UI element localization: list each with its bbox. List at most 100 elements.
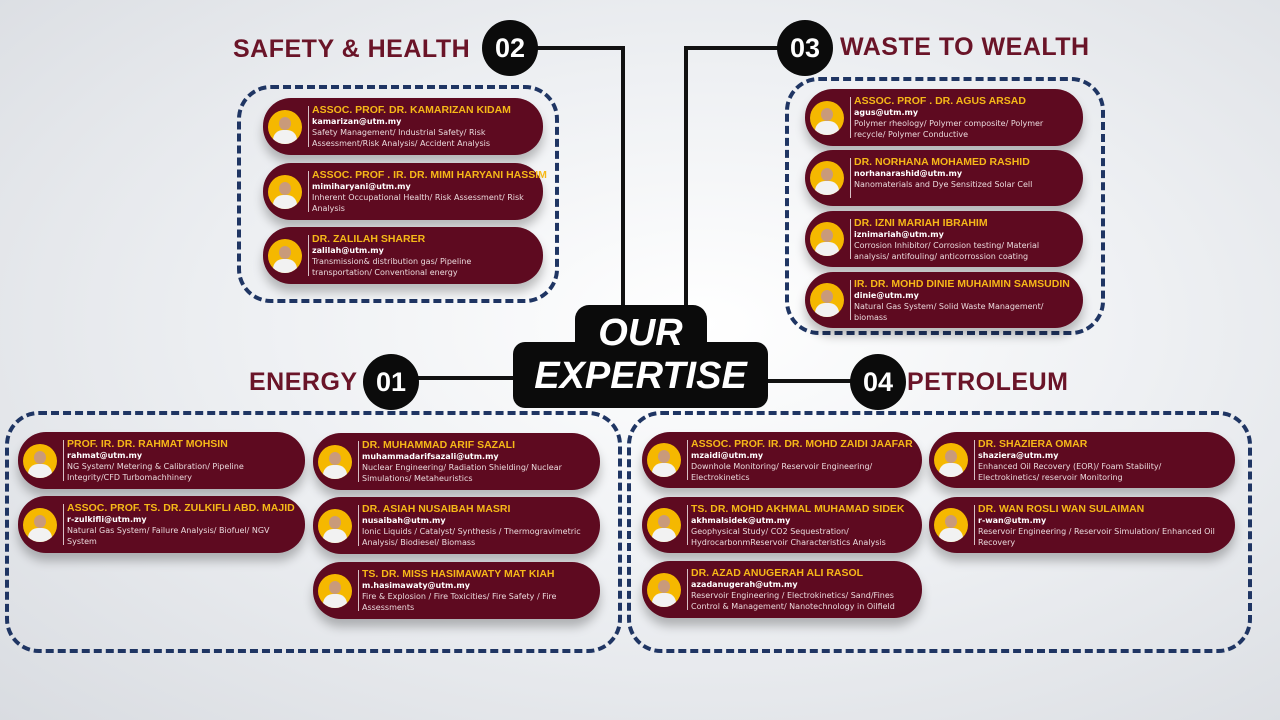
section-number-02: 02 <box>482 20 538 76</box>
avatar-body <box>28 463 52 478</box>
avatar <box>268 109 302 144</box>
avatar <box>810 283 844 317</box>
member-info: ASSOC. PROF . IR. DR. MIMI HARYANI HASSI… <box>312 169 547 214</box>
member-info: TS. DR. MISS HASIMAWATY MAT KIAH m.hasim… <box>362 568 590 613</box>
connector-03 <box>684 46 784 50</box>
member-email[interactable]: kamarizan@utm.my <box>312 117 402 126</box>
member-name: TS. DR. MOHD AKHMAL MUHAMAD SIDEK <box>691 503 905 515</box>
member-email[interactable]: nusaibah@utm.my <box>362 516 446 525</box>
member-email[interactable]: zalilah@utm.my <box>312 246 384 255</box>
member-name: TS. DR. MISS HASIMAWATY MAT KIAH <box>362 568 555 580</box>
member-card: ASSOC. PROF. TS. DR. ZULKIFLI ABD. MAJID… <box>18 496 305 553</box>
avatar-head <box>658 515 670 528</box>
avatar-head <box>34 514 46 528</box>
member-card: DR. IZNI MARIAH IBRAHIM iznimariah@utm.m… <box>805 211 1083 267</box>
divider <box>850 158 851 198</box>
member-email[interactable]: dinie@utm.my <box>854 291 919 300</box>
avatar-body <box>652 592 676 607</box>
member-name: IR. DR. MOHD DINIE MUHAIMIN SAMSUDIN <box>854 278 1070 290</box>
avatar <box>934 443 968 477</box>
member-expertise: Transmission& distribution gas/ Pipeline… <box>312 257 472 277</box>
avatar-body <box>652 528 676 542</box>
avatar-body <box>815 242 839 256</box>
section-number-04: 04 <box>850 354 906 410</box>
avatar <box>318 508 352 543</box>
divider <box>63 504 64 545</box>
connector-02 <box>530 46 625 50</box>
member-expertise: Ionic Liquids / Catalyst/ Synthesis / Th… <box>362 527 581 547</box>
member-email[interactable]: shaziera@utm.my <box>978 451 1059 460</box>
divider <box>850 280 851 320</box>
member-card: PROF. IR. DR. RAHMAT MOHSIN rahmat@utm.m… <box>18 432 305 489</box>
member-info: DR. ZALILAH SHARER zalilah@utm.my Transm… <box>312 233 533 278</box>
divider <box>358 441 359 482</box>
member-expertise: Natural Gas System/ Solid Waste Manageme… <box>854 302 1044 322</box>
member-email[interactable]: m.hasimawaty@utm.my <box>362 581 470 590</box>
connector-04 <box>760 379 860 383</box>
member-name: ASSOC. PROF. IR. DR. MOHD ZAIDI JAAFAR <box>691 438 913 450</box>
member-expertise: Polymer rheology/ Polymer composite/ Pol… <box>854 119 1044 139</box>
avatar-body <box>28 527 52 542</box>
member-email[interactable]: norhanarashid@utm.my <box>854 169 963 178</box>
member-email[interactable]: muhammadarifsazali@utm.my <box>362 452 499 461</box>
avatar <box>810 222 844 256</box>
divider <box>63 440 64 481</box>
avatar-body <box>273 258 297 273</box>
avatar-body <box>323 528 347 543</box>
member-email[interactable]: mimiharyani@utm.my <box>312 182 411 191</box>
member-email[interactable]: akhmalsidek@utm.my <box>691 516 791 525</box>
member-info: TS. DR. MOHD AKHMAL MUHAMAD SIDEK akhmal… <box>691 503 912 548</box>
divider <box>308 106 309 147</box>
avatar-body <box>323 593 347 608</box>
avatar-body <box>273 129 297 144</box>
connector-02-down <box>621 46 625 308</box>
member-email[interactable]: mzaidi@utm.my <box>691 451 764 460</box>
member-card: TS. DR. MOHD AKHMAL MUHAMAD SIDEK akhmal… <box>642 497 922 553</box>
section-title-energy: ENERGY <box>249 368 358 396</box>
avatar-body <box>815 303 839 317</box>
avatar-head <box>329 515 341 529</box>
member-name: DR. NORHANA MOHAMED RASHID <box>854 156 1030 168</box>
member-card: DR. NORHANA MOHAMED RASHID norhanarashid… <box>805 150 1083 206</box>
avatar <box>268 238 302 273</box>
avatar <box>934 508 968 542</box>
avatar <box>647 572 681 607</box>
divider <box>308 235 309 276</box>
member-email[interactable]: azadanugerah@utm.my <box>691 580 798 589</box>
petroleum-group-frame <box>627 411 1252 653</box>
section-title-waste: WASTE TO WEALTH <box>840 33 1090 61</box>
member-email[interactable]: rahmat@utm.my <box>67 451 143 460</box>
member-email[interactable]: agus@utm.my <box>854 108 919 117</box>
center-line2: EXPERTISE <box>534 355 747 397</box>
avatar-head <box>945 515 957 528</box>
member-email[interactable]: r-zulkifli@utm.my <box>67 515 147 524</box>
member-expertise: Nuclear Engineering/ Radiation Shielding… <box>362 463 562 483</box>
member-info: ASSOC. PROF. TS. DR. ZULKIFLI ABD. MAJID… <box>67 502 295 547</box>
member-name: DR. WAN ROSLI WAN SULAIMAN <box>978 503 1145 515</box>
energy-group-frame <box>5 411 622 653</box>
member-expertise: Reservoir Engineering / Electrokinetics/… <box>691 591 895 611</box>
avatar <box>268 174 302 209</box>
member-email[interactable]: iznimariah@utm.my <box>854 230 944 239</box>
member-name: DR. MUHAMMAD ARIF SAZALI <box>362 439 516 451</box>
avatar-body <box>652 463 676 477</box>
divider <box>974 440 975 480</box>
avatar <box>318 573 352 608</box>
avatar-body <box>815 120 839 135</box>
member-name: PROF. IR. DR. RAHMAT MOHSIN <box>67 438 228 450</box>
member-card: ASSOC. PROF . DR. AGUS ARSAD agus@utm.my… <box>805 89 1083 146</box>
member-name: ASSOC. PROF. DR. KAMARIZAN KIDAM <box>312 104 511 116</box>
divider <box>687 440 688 480</box>
member-info: DR. WAN ROSLI WAN SULAIMAN r-wan@utm.my … <box>978 503 1225 548</box>
member-name: DR. ZALILAH SHARER <box>312 233 426 245</box>
avatar-body <box>815 181 839 195</box>
divider <box>308 171 309 212</box>
member-info: DR. AZAD ANUGERAH ALI RASOL azadanugerah… <box>691 567 912 612</box>
avatar <box>647 508 681 542</box>
member-email[interactable]: r-wan@utm.my <box>978 516 1047 525</box>
member-card: DR. SHAZIERA OMAR shaziera@utm.my Enhanc… <box>929 432 1235 488</box>
member-name: DR. AZAD ANUGERAH ALI RASOL <box>691 567 864 579</box>
avatar-head <box>279 116 291 130</box>
member-expertise: Safety Management/ Industrial Safety/ Ri… <box>312 128 491 148</box>
member-name: DR. IZNI MARIAH IBRAHIM <box>854 217 988 229</box>
